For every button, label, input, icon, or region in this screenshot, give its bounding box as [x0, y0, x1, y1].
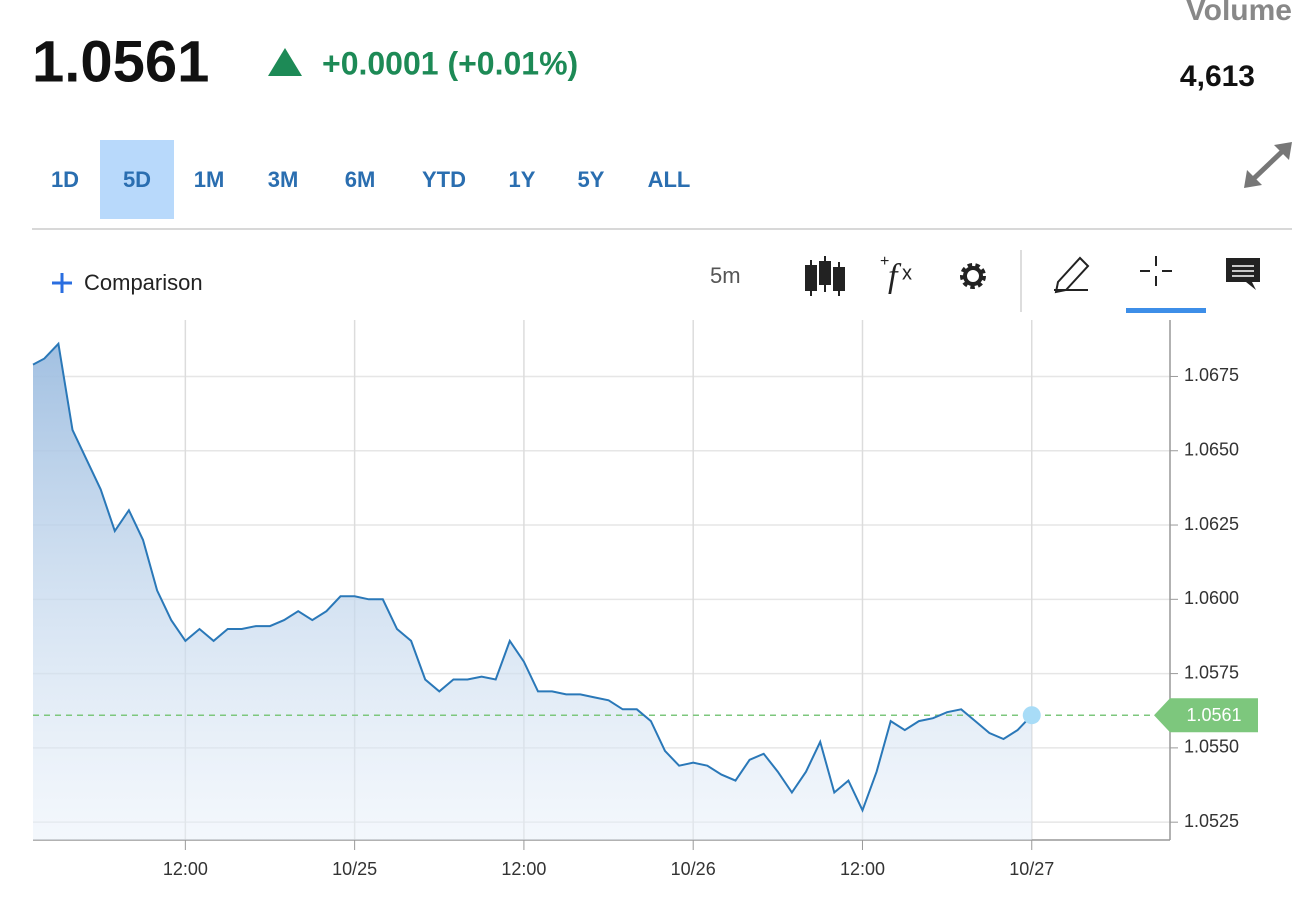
interval[interactable]: 5m: [710, 263, 741, 288]
tab[interactable]: 5Y: [578, 167, 605, 192]
active-tool-underline: [1126, 308, 1206, 313]
price: 1.0561: [32, 29, 209, 94]
tab[interactable]: 1D: [51, 167, 79, 192]
y-tick-label: 1.0650: [1184, 439, 1239, 459]
x-tick-label: 10/27: [1009, 859, 1054, 879]
volume: 4,613: [1180, 60, 1255, 93]
settings-icon[interactable]: [960, 263, 986, 289]
studies-icon[interactable]: + f x: [880, 253, 912, 295]
svg-text:x: x: [902, 262, 912, 284]
x-tick-label: 12:00: [163, 859, 208, 879]
draw-icon[interactable]: [1054, 256, 1090, 294]
y-tick-label: 1.0575: [1184, 662, 1239, 682]
price-change: +0.0001 (+0.01%): [322, 45, 578, 81]
x-tick-label: 12:00: [840, 859, 885, 879]
last-point: [1022, 706, 1041, 725]
area: [33, 343, 1032, 840]
chart: 1.0525 1.0550 1.0575 1.0600 1.0625 1.0650 1.06…: [32, 320, 1258, 879]
y-tick-label: 1.0675: [1184, 365, 1239, 385]
y-tick-label: 1.0550: [1184, 737, 1239, 757]
x-tick-label: 10/26: [671, 859, 716, 879]
tab[interactable]: 1Y: [509, 167, 536, 192]
tab[interactable]: 3M: [268, 167, 299, 192]
crosshair-icon[interactable]: [1140, 256, 1172, 286]
active-tab-bg: [100, 140, 174, 219]
comparison-label: Comparison: [84, 270, 203, 295]
tab[interactable]: YTD: [422, 167, 466, 192]
svg-text:+: +: [880, 253, 889, 270]
comparison-button[interactable]: Comparison: [52, 270, 203, 295]
up-arrow: [268, 48, 302, 76]
tab[interactable]: 6M: [345, 167, 376, 192]
tab[interactable]: 1M: [194, 167, 225, 192]
y-tick-label: 1.0600: [1184, 588, 1239, 608]
svg-text:f: f: [888, 258, 902, 295]
price-badge-label: 1.0561: [1186, 705, 1241, 725]
line: [32, 341, 1033, 813]
tab[interactable]: 5D: [123, 167, 151, 192]
volume-label: Volume: [1186, 0, 1292, 27]
x-tick-label: 10/25: [332, 859, 377, 879]
tabs: 1D 5D 1M 3M 6M YTD 1Y 5Y ALL: [51, 140, 690, 219]
comment-icon[interactable]: [1226, 258, 1260, 290]
price-badge: [1154, 698, 1258, 733]
tab[interactable]: ALL: [648, 167, 691, 192]
candles-icon[interactable]: [805, 256, 845, 296]
y-tick-label: 1.0625: [1184, 514, 1239, 534]
expand-icon[interactable]: [1244, 142, 1292, 188]
x-tick-label: 12:00: [501, 859, 546, 879]
y-tick-label: 1.0525: [1184, 811, 1239, 831]
